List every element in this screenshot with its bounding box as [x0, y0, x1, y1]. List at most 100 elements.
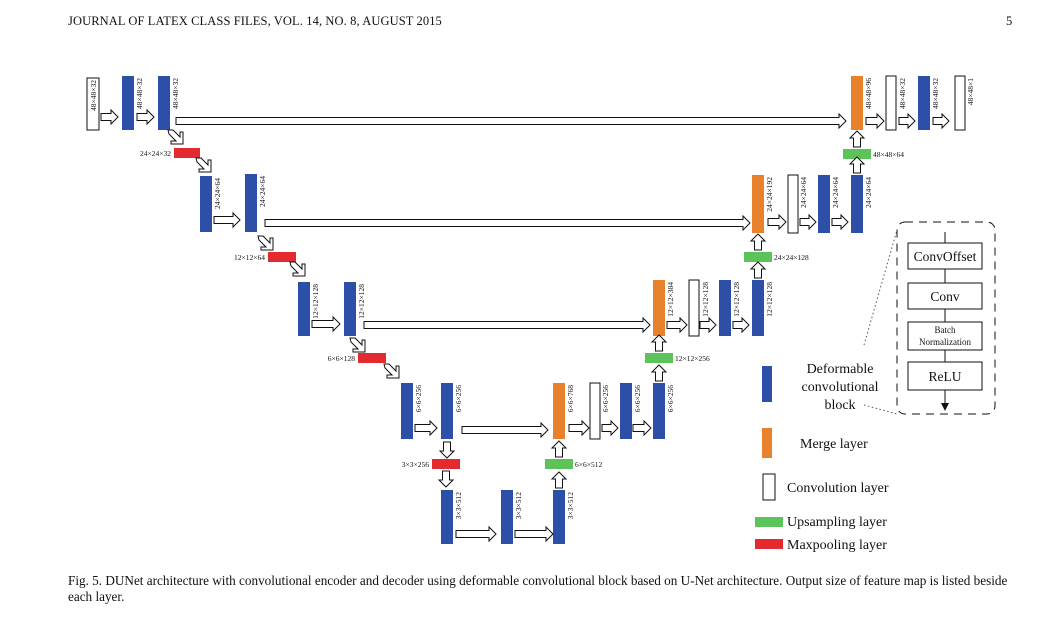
detail-box-conv	[907, 282, 983, 310]
size-label-l4_b: 6×6×256	[454, 385, 463, 412]
size-label-d3_b: 12×12×128	[765, 282, 774, 317]
arrow-up1-out	[848, 130, 866, 148]
arrow-in-1	[100, 108, 119, 126]
output-layer	[954, 75, 966, 131]
dunet-architecture-diagram: 48×48×32 48×48×32 48×48×32 24×24×32 24×24×64…	[86, 75, 996, 553]
detail-label-2-b: Normalization	[919, 337, 971, 347]
pool3	[358, 353, 386, 363]
detail-label-2-a: Batch	[935, 325, 956, 335]
page-number: 5	[1006, 14, 1013, 28]
detail-label-0: ConvOffset	[914, 249, 977, 264]
skip-connection-1	[175, 112, 847, 130]
dec1-a	[918, 76, 930, 130]
size-label-pool2: 12×12×64	[234, 253, 265, 262]
journal-header: JOURNAL OF LATEX CLASS FILES, VOL. 14, N…	[68, 14, 442, 28]
size-label-pool3: 6×6×128	[328, 354, 355, 363]
dec3-conv	[688, 279, 700, 337]
pool2	[268, 252, 296, 262]
size-label-pool4: 3×3×256	[402, 460, 429, 469]
size-label-l1_out: 48×48×32	[171, 78, 180, 109]
arrow-e4	[414, 419, 438, 437]
enc3-a	[298, 282, 310, 336]
pool4	[432, 459, 460, 469]
arrow-d1b	[898, 112, 916, 130]
legend-swatch-upsampling	[755, 517, 783, 527]
up1	[843, 149, 871, 159]
dec3-b	[752, 280, 764, 336]
arrow-d4b	[601, 419, 619, 437]
legend-swatch-convolution	[762, 473, 776, 501]
size-label-d4_conv: 6×6×256	[601, 385, 610, 412]
callout-line-top	[863, 229, 898, 346]
size-label-d4_b: 6×6×256	[666, 385, 675, 412]
size-label-up2: 24×24×128	[774, 253, 809, 262]
legend-label-maxpooling: Maxpooling layer	[787, 538, 887, 553]
dec1-merge	[851, 76, 863, 130]
size-label-d1_conv: 48×48×32	[898, 78, 907, 109]
size-label-bottom_b: 3×3×512	[514, 492, 523, 519]
arrow-d4c	[632, 419, 652, 437]
legend-swatch-merge	[762, 428, 772, 458]
figure-caption: Fig. 5. DUNet architecture with convolut…	[68, 573, 1008, 604]
arrow-b2	[514, 525, 554, 543]
dec2-conv	[787, 174, 799, 234]
size-label-l3_b: 12×12×128	[357, 284, 366, 319]
arrow-pool1	[167, 129, 184, 145]
size-label-d4_a: 6×6×256	[633, 385, 642, 412]
legend-swatch-maxpooling	[755, 539, 783, 549]
legend-label-merge: Merge layer	[800, 437, 868, 452]
arrow-e3	[311, 315, 341, 333]
size-label-l4_a: 6×6×256	[414, 385, 423, 412]
arrow-pool2-out	[289, 261, 306, 277]
dec2-merge	[752, 175, 764, 233]
arrow-up3-out	[650, 334, 668, 352]
size-label-d3_merge: 12×12×384	[666, 282, 675, 317]
size-label-up3: 12×12×256	[675, 354, 710, 363]
bottom-b	[501, 490, 513, 544]
up2	[744, 252, 772, 262]
arrow-d2c	[831, 213, 849, 231]
skip-connection-2	[264, 214, 751, 232]
legend-label-deformable-3: block	[824, 398, 855, 413]
bottom-c	[553, 490, 565, 544]
arrow-d4a	[568, 419, 590, 437]
arrow-up4-out	[550, 440, 568, 458]
arrow-up3	[650, 364, 668, 382]
arrow-pool4	[438, 441, 456, 459]
dec4-conv	[589, 382, 601, 440]
size-label-d2_merge: 24×24×192	[765, 177, 774, 212]
enc4-b	[441, 383, 453, 439]
arrow-pool1-out	[195, 157, 212, 173]
arrow-up4	[550, 471, 568, 489]
dec3-merge	[653, 280, 665, 336]
arrow-up2	[749, 261, 767, 279]
size-label-pool1: 24×24×32	[140, 149, 171, 158]
size-label-d1_merge: 48×48×96	[864, 78, 873, 109]
arrow-e2	[213, 211, 241, 229]
enc2-b	[245, 174, 257, 232]
dec4-b	[653, 383, 665, 439]
arrow-d1a	[865, 112, 885, 130]
size-label-bottom_a: 3×3×512	[454, 492, 463, 519]
arrow-d2b	[799, 213, 817, 231]
size-label-d3_conv: 12×12×128	[701, 282, 710, 317]
size-label-d2_conv: 24×24×64	[799, 177, 808, 208]
arrow-e1	[136, 108, 155, 126]
dec2-a	[818, 175, 830, 233]
size-label-d2_b: 24×24×64	[864, 177, 873, 208]
dec2-b	[851, 175, 863, 233]
up3	[645, 353, 673, 363]
size-label-input: 48×48×32	[89, 80, 98, 111]
dec4-merge	[553, 383, 565, 439]
arrow-d2a	[767, 213, 787, 231]
detail-label-3: ReLU	[929, 369, 962, 384]
size-label-l3_a: 12×12×128	[311, 284, 320, 319]
up4	[545, 459, 573, 469]
size-label-l2_a: 24×24×64	[213, 178, 222, 209]
arrow-b1	[455, 525, 497, 543]
block-detail-frame	[896, 221, 996, 415]
size-label-d2_a: 24×24×64	[831, 177, 840, 208]
arrow-pool3	[349, 337, 366, 353]
dec1-conv	[885, 75, 897, 131]
detail-box-convoffset	[907, 242, 983, 270]
